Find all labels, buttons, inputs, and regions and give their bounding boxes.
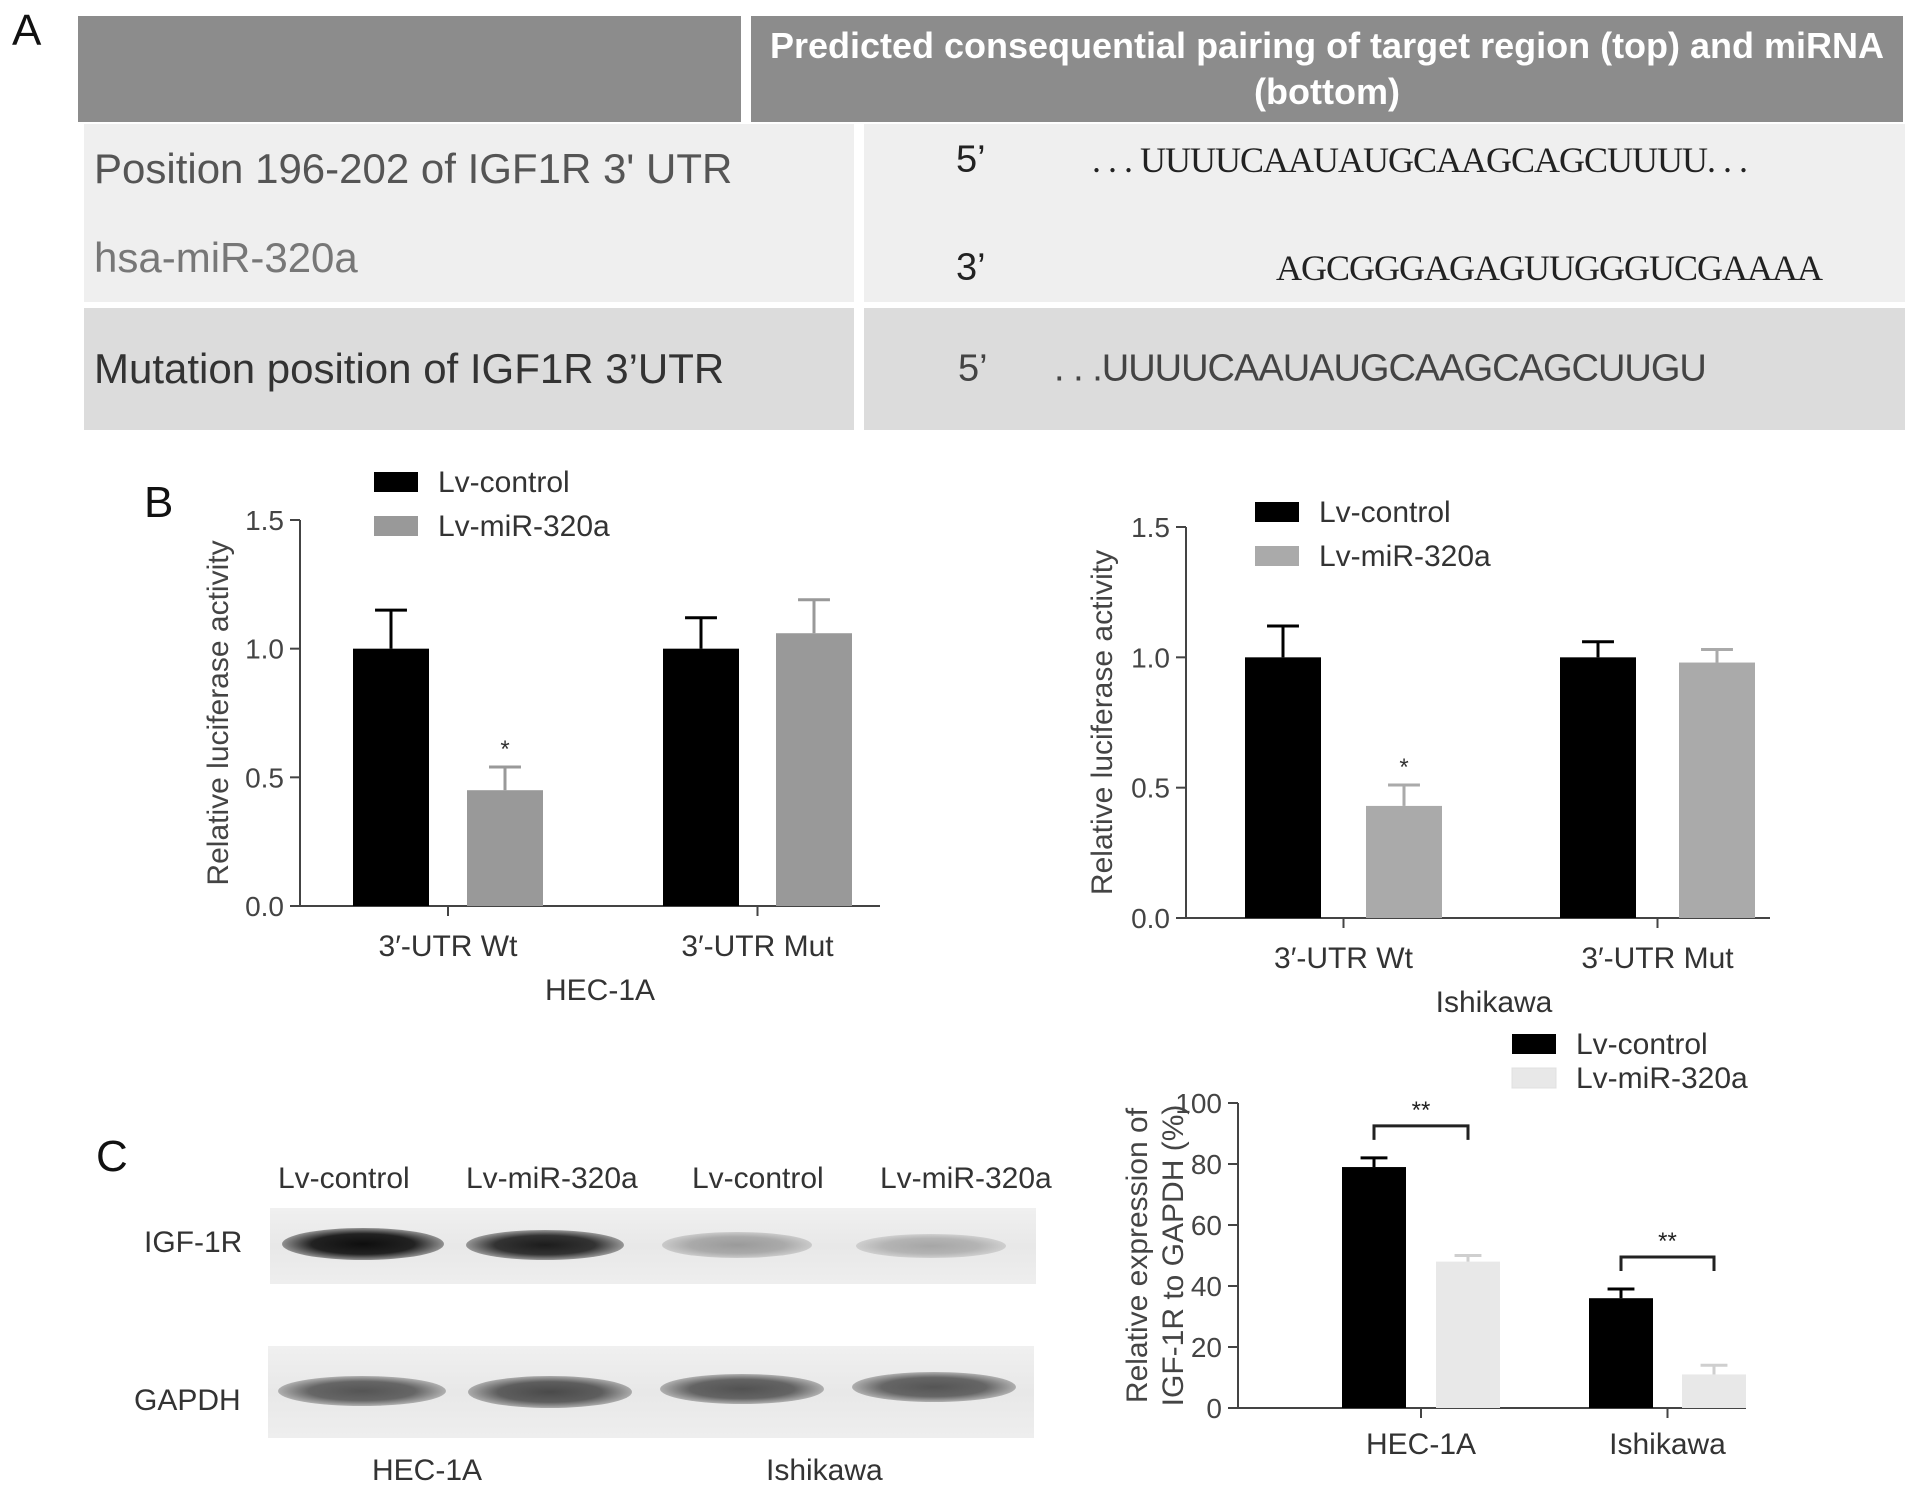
band-igf1r-lane2 [466, 1230, 624, 1260]
header-blank-cell [78, 16, 741, 122]
ishikawa-legend-label-1: Lv-miR-320a [1319, 540, 1491, 573]
igf1r-y-tick-label-0: 0 [1206, 1393, 1222, 1424]
ishikawa-bar-0-1 [1366, 805, 1442, 918]
ishikawa-bar-1-1 [1679, 662, 1755, 918]
hec1a-significance-0: * [500, 736, 509, 763]
lane-label-3: Lv-control [692, 1162, 824, 1195]
igf1r-y-tick-label-4: 80 [1191, 1149, 1222, 1180]
band-gapdh-lane1 [278, 1376, 446, 1406]
ishikawa-category-label-0: 3′-UTR Wt [1274, 942, 1414, 975]
igf1r-y-tick-label-1: 20 [1191, 1332, 1222, 1363]
ishikawa-y-axis-label: Relative luciferase activity [1086, 550, 1119, 895]
igf1r-y-tick-label-5: 100 [1175, 1088, 1222, 1119]
hec1a-legend-swatch-1 [374, 516, 418, 536]
mirna-end-label: 3’ [956, 246, 986, 289]
blot-cell-line-ishikawa: Ishikawa [766, 1454, 883, 1487]
igf1r-significance-0: ** [1412, 1097, 1431, 1124]
blot-row-label-igf1r: IGF-1R [144, 1226, 243, 1259]
hec1a-bar-1-0 [663, 648, 739, 906]
pairing-block: Position 196-202 of IGF1R 3' UTR hsa-miR… [84, 124, 1905, 302]
igf1r-legend-swatch-0 [1512, 1034, 1556, 1054]
ishikawa-y-tick-label-0: 0.0 [1131, 903, 1170, 934]
ishikawa-y-tick-label-2: 1.0 [1131, 642, 1170, 673]
hec1a-x-axis-label: HEC-1A [545, 974, 655, 1007]
igf1r-legend-swatch-1 [1511, 1067, 1557, 1089]
hec1a-bar-0-0 [353, 648, 429, 906]
blot-cell-line-hec1a: HEC-1A [372, 1454, 483, 1487]
hec1a-legend-label-0: Lv-control [438, 466, 570, 499]
mutation-end-label: 5’ [958, 347, 988, 390]
mirna-sequence: AGCGGGAGAGUUGGGUCGAAAA [1276, 248, 1823, 288]
ishikawa-significance-0: * [1399, 754, 1408, 781]
lane-label-1: Lv-control [278, 1162, 410, 1195]
igf1r-category-label-1: Ishikawa [1609, 1428, 1726, 1461]
hec1a-y-tick-label-2: 1.0 [245, 634, 284, 665]
pairing-table-header: Predicted consequential pairing of targe… [78, 16, 1903, 122]
band-igf1r-lane4 [856, 1234, 1006, 1258]
ishikawa-y-tick-label-1: 0.5 [1131, 773, 1170, 804]
hec1a-y-tick-label-1: 0.5 [245, 762, 284, 793]
igf1r-bar-0-1 [1436, 1261, 1500, 1408]
blot-strip-gapdh [268, 1346, 1034, 1438]
igf1r-y-tick-label-2: 40 [1191, 1271, 1222, 1302]
igf1r-significance-1: ** [1658, 1228, 1677, 1255]
igf1r-y-tick-label-3: 60 [1191, 1210, 1222, 1241]
row-label-mirna: hsa-miR-320a [84, 213, 854, 302]
ishikawa-bar-1-0 [1560, 657, 1636, 918]
hec1a-bar-0-1 [467, 790, 543, 906]
ishikawa-category-label-1: 3′-UTR Mut [1581, 942, 1734, 975]
hec1a-category-label-1: 3′-UTR Mut [681, 930, 834, 963]
hec1a-bar-1-1 [776, 633, 852, 906]
igf1r-significance-bracket-1 [1619, 1255, 1716, 1272]
blot-strip-igf1r [270, 1208, 1036, 1284]
panel-label-b: B [144, 478, 174, 527]
hec1a-y-tick-label-0: 0.0 [245, 891, 284, 922]
igf1r-y-axis-label: Relative expression of IGF-1R to GAPDH (%… [1121, 1105, 1190, 1407]
target-end-label: 5’ [956, 138, 986, 181]
igf1r-bar-1-0 [1589, 1298, 1653, 1408]
mutation-sequence-cell: 5’ . . .UUUUCAAUAUGCAAGCAGCUUGU [864, 308, 1905, 430]
band-gapdh-lane3 [660, 1374, 824, 1404]
blot-row-label-gapdh: GAPDH [134, 1384, 241, 1417]
header-title: Predicted consequential pairing of targe… [751, 16, 1903, 122]
band-gapdh-lane4 [852, 1372, 1016, 1402]
igf1r-bar-0-0 [1342, 1167, 1406, 1408]
ishikawa-legend-label-0: Lv-control [1319, 496, 1451, 529]
igf1r-legend-label-0: Lv-control [1576, 1028, 1708, 1061]
lane-label-4: Lv-miR-320a [880, 1162, 1052, 1195]
hec1a-legend-label-1: Lv-miR-320a [438, 510, 610, 543]
ishikawa-legend-swatch-1 [1255, 546, 1299, 566]
lane-label-2: Lv-miR-320a [466, 1162, 638, 1195]
ishikawa-y-tick-label-3: 1.5 [1131, 512, 1170, 543]
hec1a-y-tick-label-3: 1.5 [245, 505, 284, 536]
ishikawa-legend-swatch-0 [1255, 502, 1299, 522]
panel-label-c: C [96, 1132, 128, 1181]
igf1r-legend-label-1: Lv-miR-320a [1576, 1062, 1748, 1095]
igf1r-y-axis-label-line-0: Relative expression of [1121, 1107, 1154, 1403]
igf1r-bar-1-1 [1682, 1374, 1746, 1408]
mutation-row: Mutation position of IGF1R 3’UTR 5’ . . … [84, 308, 1905, 430]
band-gapdh-lane2 [468, 1376, 632, 1408]
band-igf1r-lane1 [282, 1228, 444, 1260]
hec1a-legend-swatch-0 [374, 472, 418, 492]
igf1r-y-axis-label-line-1: IGF-1R to GAPDH (%) [1157, 1105, 1190, 1407]
igf1r-category-label-0: HEC-1A [1366, 1428, 1476, 1461]
ishikawa-x-axis-label: Ishikawa [1436, 986, 1553, 1019]
igf1r-significance-bracket-0 [1372, 1124, 1470, 1140]
row-label-mutation: Mutation position of IGF1R 3’UTR [84, 308, 854, 430]
row-label-target: Position 196-202 of IGF1R 3' UTR [84, 124, 854, 213]
hec1a-category-label-0: 3′-UTR Wt [379, 930, 519, 963]
hec1a-y-axis-label: Relative luciferase activity [202, 540, 235, 885]
pairing-sequences: 5’ . . . UUUUCAAUAUGCAAGCAGCUUUU. . . 3’… [864, 124, 1905, 302]
target-sequence: . . . UUUUCAAUAUGCAAGCAGCUUUU. . . [1092, 140, 1748, 180]
mutation-sequence: . . .UUUUCAAUAUGCAAGCAGCUUGU [1054, 347, 1707, 390]
ishikawa-bar-0-0 [1245, 657, 1321, 918]
band-igf1r-lane3 [662, 1232, 812, 1258]
panel-label-a: A [12, 6, 42, 55]
